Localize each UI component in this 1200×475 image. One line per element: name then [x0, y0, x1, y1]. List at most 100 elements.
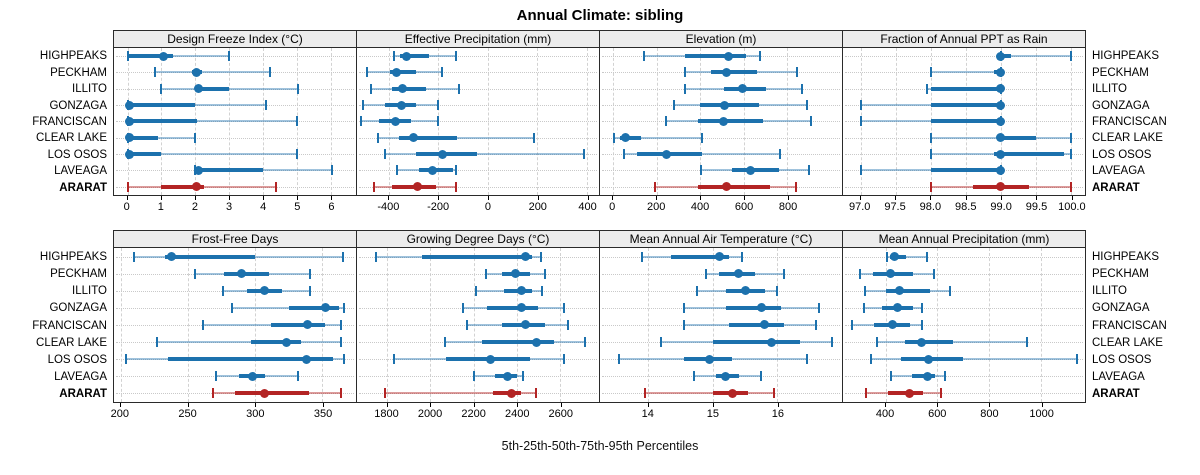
cap-95th-percentile — [932, 268, 935, 279]
horizontal-guideline — [845, 256, 1083, 258]
chart-title: Annual Climate: sibling — [516, 7, 684, 24]
horizontal-guideline — [602, 307, 840, 309]
x-tick-mark — [297, 196, 299, 200]
cap-5th-percentile — [644, 388, 647, 399]
x-tick-label: 2600 — [548, 408, 574, 420]
series-row-peckham — [114, 64, 356, 80]
median-dot — [756, 303, 766, 313]
cap-95th-percentile — [543, 268, 546, 279]
range-25-75-line — [930, 119, 1001, 124]
cap-5th-percentile — [384, 388, 387, 399]
range-25-75-line — [251, 340, 301, 345]
series-row-illito — [600, 81, 842, 97]
horizontal-guideline — [359, 105, 597, 107]
cap-95th-percentile — [805, 354, 808, 365]
median-dot — [719, 100, 729, 110]
percentile-range-5-95 — [232, 306, 344, 309]
x-tick-label: 0 — [123, 201, 130, 213]
x-tick-label: 200 — [110, 408, 129, 420]
cap-5th-percentile — [929, 149, 932, 160]
series-row-franciscan — [357, 316, 599, 333]
percentile-range-5-95 — [161, 87, 299, 90]
series-row-ararat — [843, 385, 1085, 402]
horizontal-guideline — [359, 88, 597, 90]
range-25-75-line — [128, 119, 197, 124]
range-25-75-line — [1000, 54, 1012, 59]
horizontal-guideline — [359, 72, 597, 74]
horizontal-guideline — [116, 88, 354, 90]
horizontal-guideline — [116, 72, 354, 74]
range-25-75-line — [235, 391, 309, 396]
cap-95th-percentile — [340, 319, 343, 330]
median-dot — [247, 371, 257, 381]
x-tick-mark — [517, 403, 519, 407]
range-25-75-line — [729, 322, 784, 327]
x-tick-label: 99.5 — [1025, 201, 1048, 213]
series-row-highpeaks — [600, 48, 842, 64]
median-dot — [409, 133, 419, 143]
x-tick-label: 1800 — [374, 408, 399, 420]
range-25-75-line — [930, 168, 1001, 173]
percentile-range-5-95 — [127, 120, 297, 123]
horizontal-guideline — [845, 154, 1083, 156]
panel-header-mean-annual-precipitation-mm: Mean Annual Precipitation (mm) — [842, 230, 1086, 248]
x-tick-mark — [1036, 196, 1038, 200]
cap-5th-percentile — [474, 285, 477, 296]
cap-5th-percentile — [384, 149, 387, 160]
x-tick-mark — [430, 403, 432, 407]
series-row-peckham — [357, 64, 599, 80]
cap-95th-percentile — [454, 165, 457, 176]
site-label-right-laveaga: LAVEAGA — [1092, 165, 1145, 178]
horizontal-guideline — [359, 273, 597, 275]
percentile-range-5-95 — [887, 255, 928, 258]
axis-caption: 5th-25th-50th-75th-95th Percentiles — [501, 439, 699, 453]
x-tick-mark — [187, 403, 189, 407]
series-row-clear-lake — [843, 130, 1085, 146]
series-row-los-osos — [843, 351, 1085, 368]
median-dot — [760, 320, 770, 330]
series-row-clear-lake — [357, 130, 599, 146]
cap-95th-percentile — [309, 285, 312, 296]
cap-95th-percentile — [297, 83, 300, 94]
site-labels-right: HIGHPEAKS PECKHAM ILLITO GONZAGA FRANCISCAN C… — [1086, 48, 1197, 196]
x-tick-mark — [229, 196, 231, 200]
cap-95th-percentile — [810, 116, 813, 127]
series-row-illito — [843, 282, 1085, 299]
median-dot — [396, 100, 406, 110]
series-row-highpeaks — [357, 48, 599, 64]
median-dot — [506, 388, 516, 398]
x-axis-mean-annual-precipitation-mm: 400 600 800 1000 — [842, 403, 1086, 427]
cap-95th-percentile — [342, 302, 345, 313]
x-tick-label: 600 — [928, 408, 947, 420]
series-row-gonzaga — [114, 97, 356, 113]
range-25-75-line — [129, 54, 174, 59]
cap-5th-percentile — [126, 181, 129, 192]
percentile-range-5-95 — [195, 169, 333, 172]
median-dot — [502, 371, 512, 381]
site-label-right-illito: ILLITO — [1092, 285, 1127, 298]
cap-95th-percentile — [458, 83, 461, 94]
median-dot — [904, 388, 914, 398]
percentile-range-5-95 — [645, 392, 775, 395]
horizontal-guideline — [359, 137, 597, 139]
cap-5th-percentile — [926, 83, 929, 94]
range-25-75-line — [885, 288, 930, 293]
site-label-left-gonzaga: GONZAGA — [49, 99, 107, 112]
cap-5th-percentile — [864, 285, 866, 296]
horizontal-guideline — [602, 154, 840, 156]
x-tick-label: 0 — [484, 201, 492, 213]
median-dot — [996, 133, 1006, 143]
cap-95th-percentile — [265, 100, 268, 111]
x-tick-label: 250 — [178, 408, 197, 420]
median-dot — [724, 51, 734, 61]
cap-95th-percentile — [1025, 337, 1028, 348]
site-label-left-illito: ILLITO — [72, 83, 107, 96]
x-tick-label: 5 — [294, 201, 301, 213]
site-label-right-ararat: ARARAT — [1092, 388, 1140, 401]
cap-95th-percentile — [563, 354, 566, 365]
range-25-75-line — [930, 86, 1001, 91]
median-dot — [886, 269, 896, 279]
horizontal-guideline — [602, 290, 840, 292]
x-tick-label: 350 — [313, 408, 333, 420]
range-25-75-line — [421, 254, 532, 259]
